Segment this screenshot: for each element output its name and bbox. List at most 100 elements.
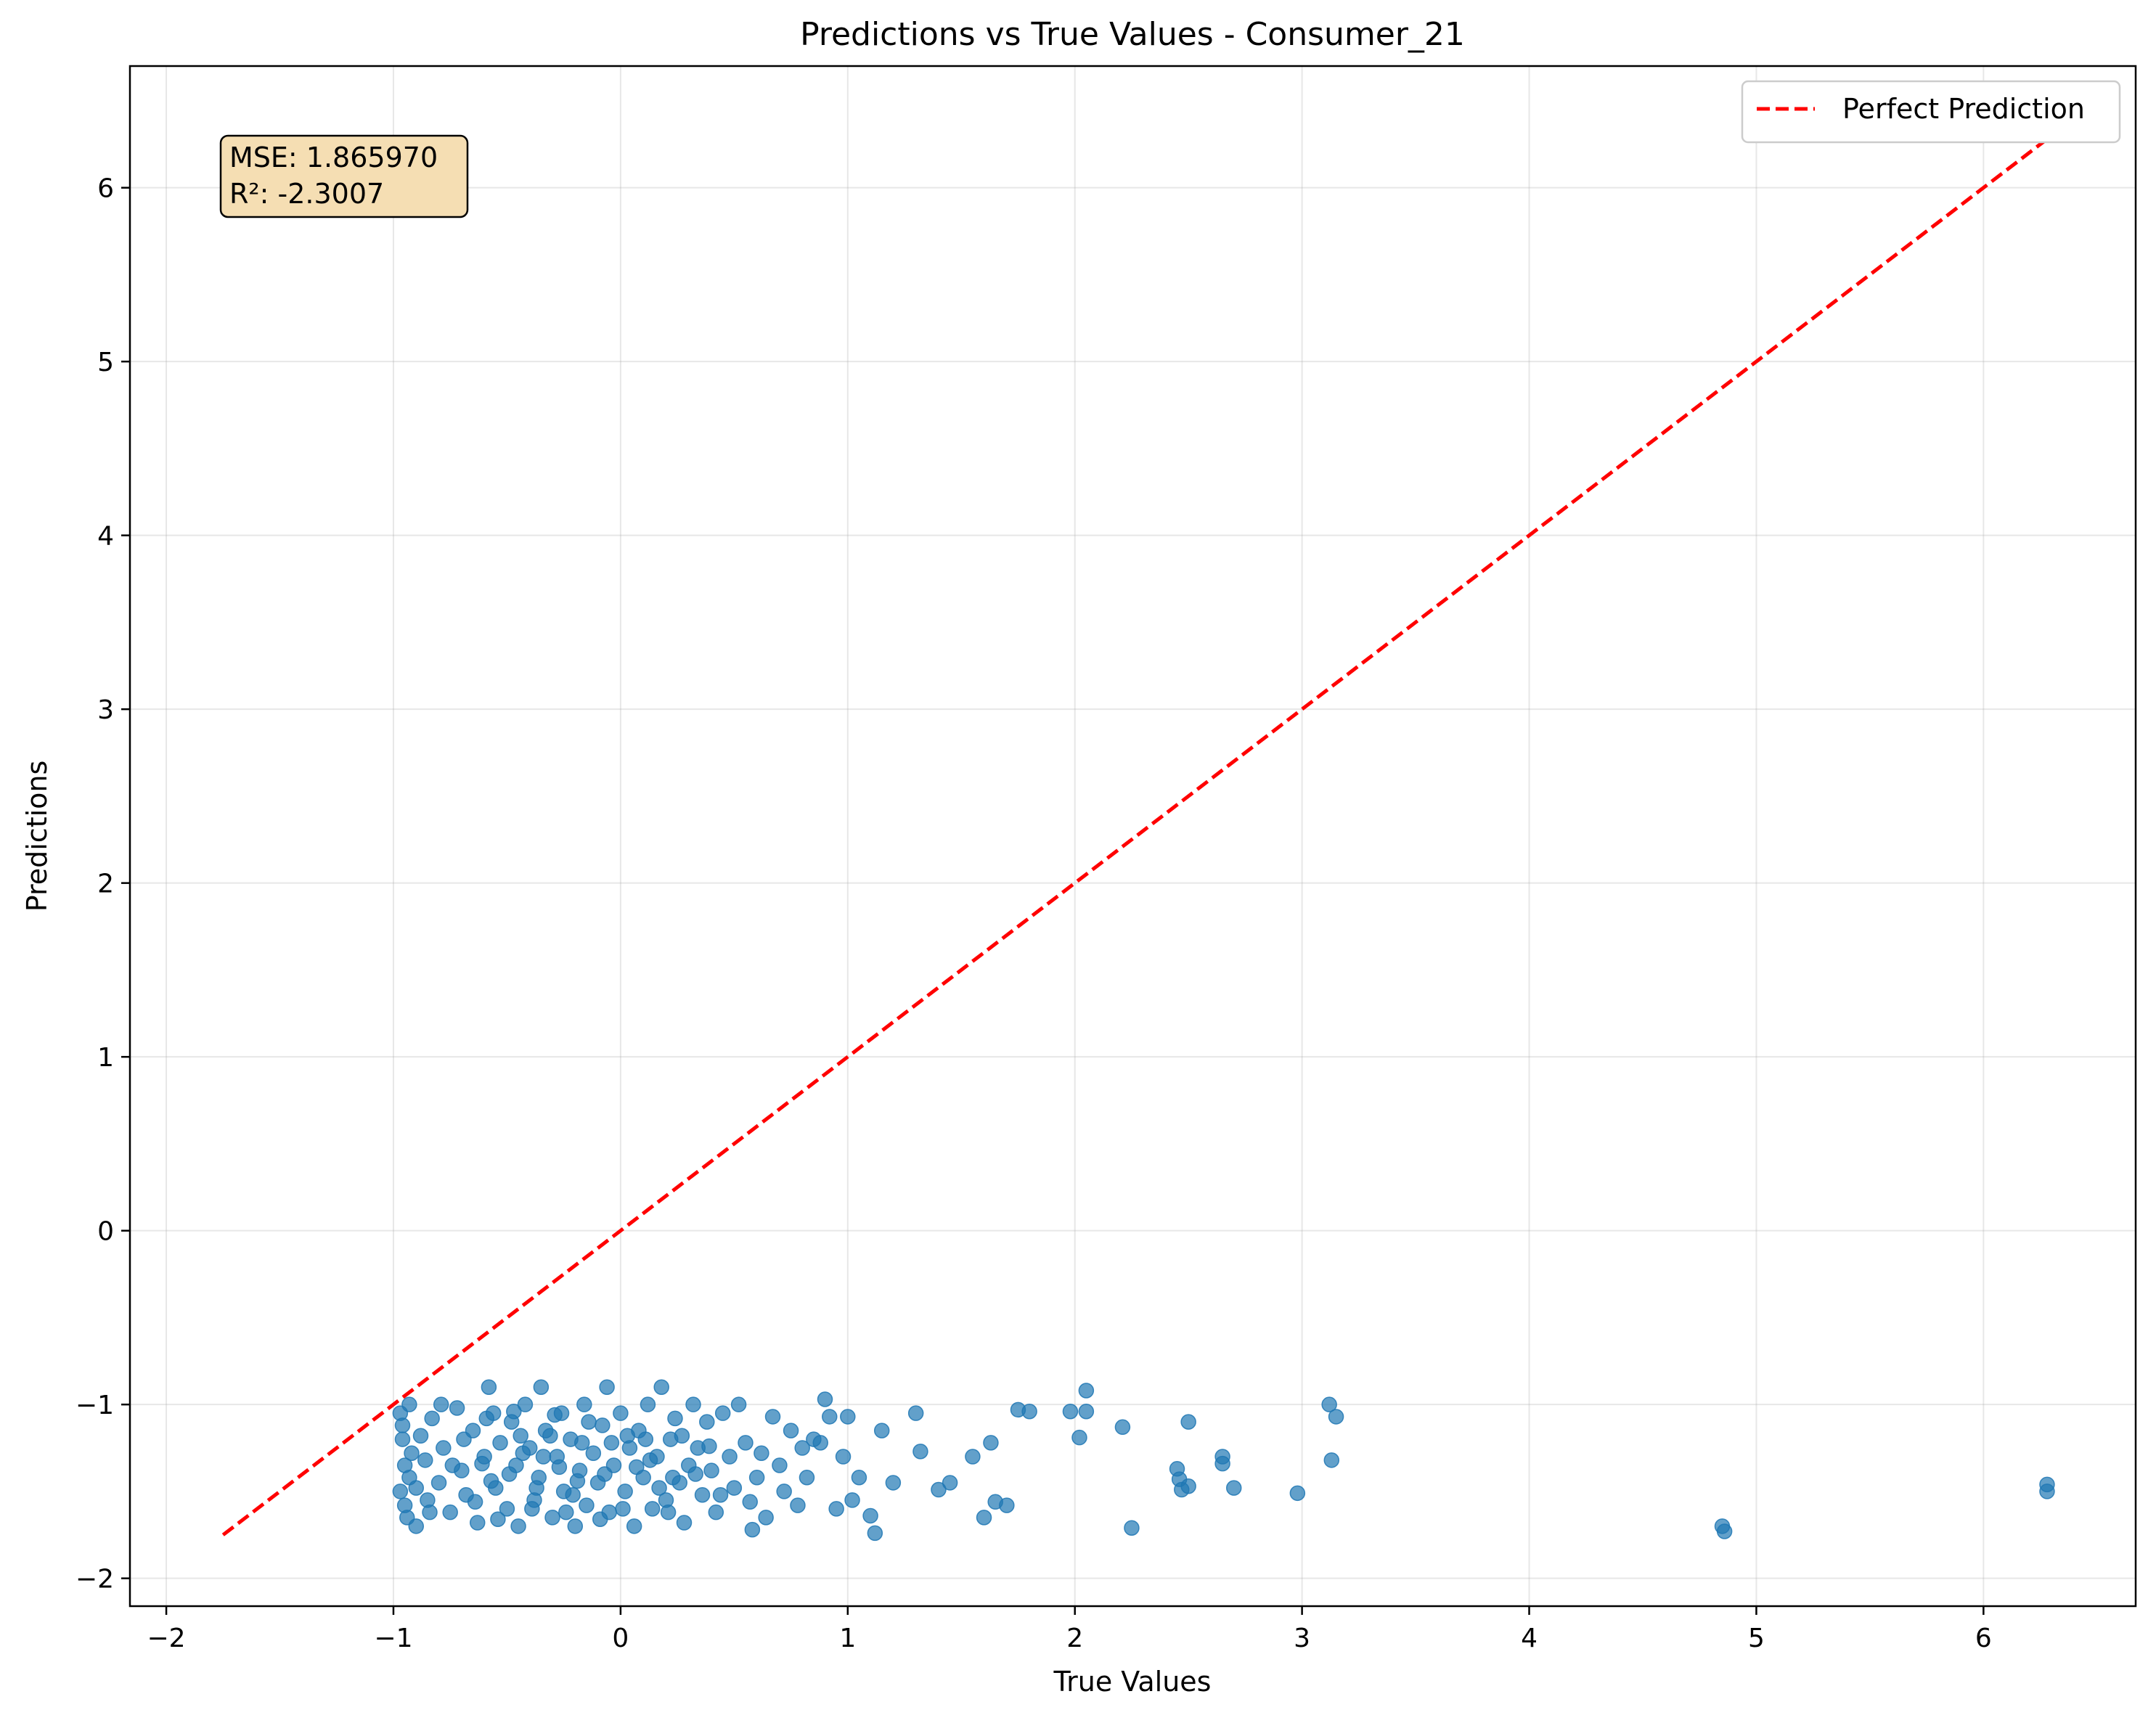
y-tick-label: 4 — [97, 522, 114, 552]
x-tick-label: 0 — [612, 1624, 629, 1653]
x-tick-label: −1 — [374, 1624, 412, 1653]
scatter-point — [595, 1417, 611, 1433]
scatter-point — [430, 1475, 447, 1491]
scatter-point — [828, 1501, 844, 1517]
scatter-point — [597, 1466, 613, 1482]
scatter-point — [644, 1501, 661, 1517]
legend-entry-label: Perfect Prediction — [1842, 93, 2085, 125]
scatter-point — [1114, 1419, 1131, 1436]
y-tick-label: 0 — [97, 1217, 114, 1247]
scatter-point — [867, 1525, 883, 1542]
scatter-point — [942, 1475, 958, 1491]
scatter-point — [613, 1405, 629, 1421]
scatter-point — [619, 1428, 636, 1444]
scatter-point — [412, 1428, 429, 1444]
legend-frame — [1741, 80, 2121, 144]
scatter-point — [642, 1452, 658, 1468]
scatter-point — [912, 1444, 928, 1460]
scatter-point — [533, 1379, 550, 1395]
scatter-point — [481, 1379, 497, 1395]
scatter-point — [730, 1396, 747, 1412]
scatter-point — [401, 1396, 417, 1412]
scatter-point — [712, 1486, 729, 1503]
scatter-point — [676, 1515, 693, 1531]
scatter-point — [547, 1407, 563, 1423]
y-tick-label: 1 — [97, 1043, 114, 1073]
x-tick-label: 2 — [1066, 1624, 1083, 1653]
scatter-point — [1078, 1404, 1095, 1420]
scatter-point — [483, 1473, 499, 1489]
y-tick-label: 3 — [97, 695, 114, 725]
y-tick-label: 2 — [97, 869, 114, 899]
grid — [130, 66, 2136, 1606]
scatter-point — [615, 1501, 631, 1517]
scatter-point — [790, 1497, 806, 1513]
scatter-point — [674, 1428, 690, 1444]
scatter-point — [629, 1459, 645, 1476]
scatter-point — [748, 1470, 765, 1486]
scatter-point — [754, 1445, 769, 1461]
scatter-point — [667, 1410, 683, 1427]
scatter-point — [417, 1452, 433, 1468]
scatter-point — [738, 1435, 754, 1451]
scatter-point — [470, 1515, 486, 1531]
scatter-point — [1716, 1523, 1733, 1539]
x-tick-label: 6 — [1975, 1624, 1992, 1653]
scatter-point — [822, 1409, 838, 1425]
scatter-point — [2039, 1483, 2055, 1499]
scatter-point — [456, 1431, 472, 1447]
scatter-point — [499, 1501, 515, 1517]
scatter-point — [576, 1396, 592, 1412]
scatter-point — [851, 1470, 867, 1486]
scatter-point — [776, 1483, 792, 1499]
scatter-point — [404, 1445, 420, 1461]
scatter-point — [573, 1435, 590, 1451]
scatter-point — [408, 1518, 425, 1534]
scatter-point — [840, 1409, 856, 1425]
scatter-point — [579, 1497, 595, 1513]
scatter-point — [999, 1497, 1015, 1513]
scatter-point — [535, 1449, 552, 1465]
scatter-point — [708, 1504, 724, 1521]
scatter-point — [1062, 1404, 1079, 1420]
x-axis-label: True Values — [1053, 1666, 1212, 1698]
scatter-point — [392, 1483, 409, 1499]
scatter-point — [758, 1510, 774, 1526]
scatter-point — [394, 1417, 411, 1433]
scatter-point — [506, 1404, 522, 1420]
x-tick-label: 4 — [1521, 1624, 1538, 1653]
scatter-point — [436, 1440, 452, 1456]
chart-title: Predictions vs True Values - Consumer_21 — [800, 16, 1465, 53]
scatter-point — [794, 1440, 810, 1456]
x-tick-label: 3 — [1294, 1624, 1310, 1653]
scatter-point — [542, 1428, 558, 1444]
scatter-point — [976, 1510, 992, 1526]
legend: Perfect Prediction — [1741, 80, 2121, 144]
scatter-point — [812, 1435, 828, 1451]
scatter-point — [687, 1466, 703, 1482]
scatter-point — [699, 1414, 715, 1430]
scatter-point — [1078, 1383, 1095, 1399]
scatter-point — [424, 1410, 440, 1427]
scatter-point — [558, 1504, 574, 1521]
scatter-point — [651, 1480, 667, 1496]
scatter-point — [817, 1391, 833, 1407]
scatter-point — [722, 1449, 738, 1465]
scatter-point — [726, 1480, 743, 1496]
scatter-point — [637, 1431, 654, 1447]
scatter-point — [492, 1435, 508, 1451]
scatter-point — [844, 1492, 860, 1508]
x-tick-label: −2 — [147, 1624, 186, 1653]
scatter-point — [653, 1379, 669, 1395]
scatter-point — [885, 1475, 902, 1491]
scatter-point — [931, 1481, 947, 1498]
scatter-point — [569, 1473, 586, 1489]
y-tick-label: 5 — [97, 348, 114, 377]
reference-line-layer — [221, 137, 2049, 1536]
scatter-point — [422, 1504, 438, 1521]
plot-area-frame — [128, 65, 2137, 1608]
scatter-point — [408, 1480, 425, 1496]
data-points — [392, 1379, 2055, 1542]
scatter-point — [1180, 1478, 1196, 1494]
scatter-point — [799, 1470, 815, 1486]
